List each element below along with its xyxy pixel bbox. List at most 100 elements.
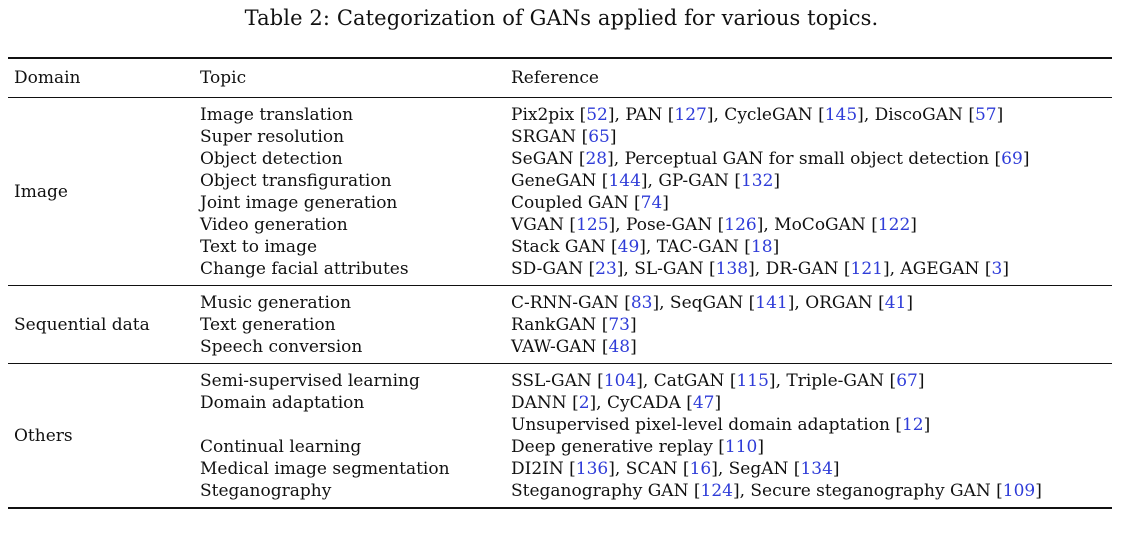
topic-cell: Joint image generation: [200, 193, 398, 213]
citation-link[interactable]: 141: [755, 293, 788, 313]
reference-name: , AGEGAN: [889, 259, 985, 279]
group-rule: [8, 285, 1112, 286]
citation-link[interactable]: 134: [800, 459, 833, 479]
table-row: Change facial attributes SD-GAN [23], SL-…: [8, 258, 1112, 280]
table-group: Others Semi-supervised learning SSL-GAN [1…: [8, 364, 1112, 507]
citation-link[interactable]: 124: [700, 481, 733, 501]
topic-cell: Steganography: [200, 481, 332, 501]
citation-link[interactable]: 74: [640, 193, 663, 213]
topic-cell: Object transfiguration: [200, 171, 392, 191]
topic-cell: Text to image: [200, 237, 318, 257]
citation-link[interactable]: 104: [603, 371, 637, 391]
citation-link[interactable]: 57: [974, 105, 997, 125]
domain-cell: Sequential data: [14, 315, 150, 335]
topic-cell: Semi-supervised learning: [200, 371, 420, 391]
citation-link[interactable]: 28: [585, 149, 608, 169]
reference-name: , MoCoGAN: [763, 215, 872, 235]
table-row: Medical image segmentation DI2IN [136], S…: [8, 458, 1112, 480]
topic-cell: Medical image segmentation: [200, 459, 450, 479]
table-body: Image Image translation Pix2pix [52], PAN …: [8, 98, 1112, 509]
reference-cell: Pix2pix [52], PAN [127], CycleGAN [145],…: [511, 105, 1004, 125]
citation-link[interactable]: 109: [1002, 481, 1036, 501]
citation-link[interactable]: 127: [674, 105, 707, 125]
citation-link[interactable]: 69: [1001, 149, 1023, 169]
reference-name: , ORGAN: [794, 293, 879, 313]
citation-link[interactable]: 83: [630, 293, 653, 313]
topic-cell: Video generation: [200, 215, 348, 235]
citation-link[interactable]: 121: [850, 259, 883, 279]
citation-link[interactable]: 138: [715, 259, 749, 279]
citation-link[interactable]: 47: [692, 393, 715, 413]
citation-link[interactable]: 18: [750, 237, 773, 257]
topic-cell: Object detection: [200, 149, 343, 169]
reference-name: , TAC-GAN: [645, 237, 745, 257]
citation-link[interactable]: 49: [617, 237, 640, 257]
domain-cell: Others: [14, 426, 73, 446]
citation-link[interactable]: 126: [724, 215, 757, 235]
reference-name: , SeqGAN: [659, 293, 749, 313]
header-rule: [8, 97, 1112, 98]
citation-link[interactable]: 16: [689, 459, 712, 479]
reference-cell: GeneGAN [144], GP-GAN [132]: [511, 171, 781, 191]
citation-link[interactable]: 136: [575, 459, 609, 479]
reference-name: , DiscoGAN: [863, 105, 969, 125]
reference-name: , PAN: [614, 105, 668, 125]
reference-name: , DR-GAN: [754, 259, 844, 279]
domain-cell: Image: [14, 182, 68, 202]
citation-link[interactable]: 145: [824, 105, 858, 125]
citation-link[interactable]: 65: [588, 127, 610, 147]
reference-name: DANN: [511, 393, 573, 413]
citation-link[interactable]: 73: [608, 315, 630, 335]
reference-name: , CyCADA: [596, 393, 687, 413]
citation-link[interactable]: 2: [578, 393, 590, 413]
reference-name: , SL-GAN: [623, 259, 710, 279]
table-row: Text to image Stack GAN [49], TAC-GAN [18…: [8, 236, 1112, 258]
reference-name: , GP-GAN: [647, 171, 735, 191]
reference-cell: DI2IN [136], SCAN [16], SegAN [134]: [511, 459, 840, 479]
reference-name: Pix2pix: [511, 105, 580, 125]
citation-link[interactable]: 132: [740, 171, 774, 191]
reference-name: DI2IN: [511, 459, 570, 479]
citation-link[interactable]: 41: [884, 293, 907, 313]
table-row: Music generation C-RNN-GAN [83], SeqGAN […: [8, 292, 1112, 314]
reference-cell: SRGAN [65]: [511, 127, 617, 147]
citation-link[interactable]: 110: [724, 437, 758, 457]
reference-name: VGAN: [511, 215, 570, 235]
citation-link[interactable]: 115: [736, 371, 769, 391]
reference-name: Stack GAN: [511, 237, 611, 257]
reference-name: , Pose-GAN: [615, 215, 718, 235]
top-rule: [8, 57, 1112, 59]
reference-cell: Steganography GAN [124], Secure steganog…: [511, 481, 1042, 501]
citation-link[interactable]: 48: [608, 337, 631, 357]
citation-link[interactable]: 23: [595, 259, 617, 279]
reference-name: SeGAN: [511, 149, 579, 169]
table-row: Semi-supervised learning SSL-GAN [104], C…: [8, 370, 1112, 392]
citation-link[interactable]: 125: [576, 215, 609, 235]
topic-cell: Super resolution: [200, 127, 345, 147]
reference-cell: Stack GAN [49], TAC-GAN [18]: [511, 237, 780, 257]
citation-link[interactable]: 3: [991, 259, 1003, 279]
reference-cell: SSL-GAN [104], CatGAN [115], Triple-GAN …: [511, 371, 925, 391]
citation-link[interactable]: 122: [877, 215, 911, 235]
citation-link[interactable]: 67: [896, 371, 918, 391]
citation-link[interactable]: 144: [608, 171, 641, 191]
citation-link[interactable]: 52: [586, 105, 608, 125]
reference-name: Unsupervised pixel-level domain adaptati…: [511, 415, 896, 435]
reference-cell: DANN [2], CyCADA [47]: [511, 393, 722, 413]
table-row: Joint image generation Coupled GAN [74]: [8, 192, 1112, 214]
reference-cell: SD-GAN [23], SL-GAN [138], DR-GAN [121],…: [511, 259, 1009, 279]
table-row: Object detection SeGAN [28], Perceptual G…: [8, 148, 1112, 170]
reference-cell: SeGAN [28], Perceptual GAN for small obj…: [511, 149, 1030, 169]
table-row: Super resolution SRGAN [65]: [8, 126, 1112, 148]
reference-name: GeneGAN: [511, 171, 602, 191]
table-row: Speech conversion VAW-GAN [48]: [8, 336, 1112, 358]
table-group: Sequential data Music generation C-RNN-GAN…: [8, 286, 1112, 363]
reference-name: Steganography GAN: [511, 481, 694, 501]
reference-name: , SegAN: [717, 459, 794, 479]
table-group: Image Image translation Pix2pix [52], PAN …: [8, 98, 1112, 285]
reference-name: , SCAN: [614, 459, 683, 479]
reference-cell: VAW-GAN [48]: [511, 337, 637, 357]
citation-link[interactable]: 12: [901, 415, 924, 435]
header-domain: Domain: [14, 68, 81, 88]
table-row: Image translation Pix2pix [52], PAN [127]…: [8, 104, 1112, 126]
